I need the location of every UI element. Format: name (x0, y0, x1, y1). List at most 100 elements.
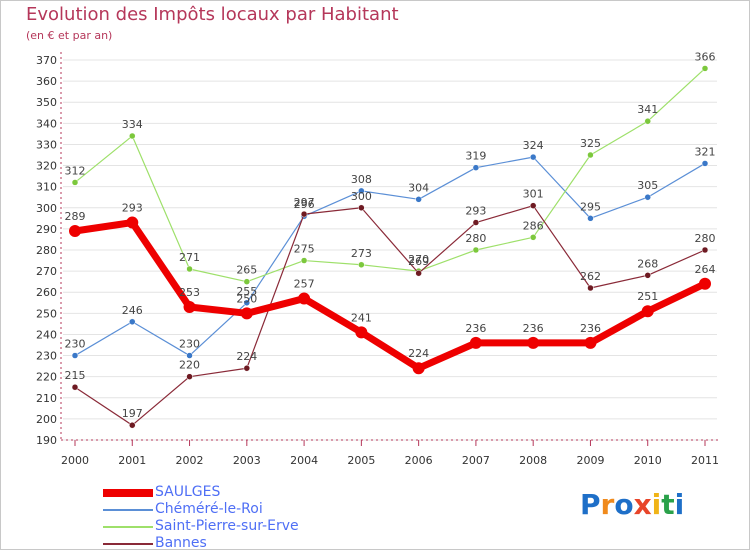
data-point (469, 336, 482, 349)
data-point (358, 187, 365, 195)
legend-label: SAULGES (155, 484, 221, 500)
logo-letter: x (633, 488, 652, 521)
data-label: 308 (351, 173, 372, 186)
data-label: 230 (65, 338, 86, 351)
y-tick-label: 340 (36, 117, 57, 130)
data-point (584, 336, 597, 349)
data-label: 268 (637, 257, 658, 270)
data-label: 264 (695, 263, 716, 276)
data-label: 236 (465, 322, 486, 335)
y-tick-label: 240 (36, 328, 57, 341)
x-tick-label: 2007 (462, 454, 490, 467)
data-label: 273 (351, 247, 372, 260)
y-tick-label: 370 (36, 54, 57, 67)
logo-letter: i (674, 488, 685, 521)
data-point (644, 117, 651, 125)
data-label: 230 (179, 338, 200, 351)
data-point (472, 164, 480, 171)
data-label: 366 (695, 50, 716, 63)
y-tick-label: 360 (36, 75, 57, 88)
legend-swatch (103, 509, 153, 511)
data-point (71, 179, 79, 186)
data-point (243, 278, 251, 285)
data-point (243, 364, 251, 372)
data-point (701, 246, 709, 254)
data-label: 319 (465, 150, 486, 163)
data-label: 215 (65, 369, 86, 382)
y-tick-label: 220 (36, 371, 57, 384)
data-label: 236 (523, 322, 544, 335)
y-tick-label: 260 (36, 286, 57, 299)
data-point (529, 202, 537, 209)
y-tick-label: 270 (36, 265, 57, 278)
series-line-SAULGES (74, 219, 707, 372)
legend-label: Saint-Pierre-sur-Erve (155, 518, 299, 534)
series-line-Chéméré-le-Roi (74, 156, 706, 357)
data-point (529, 234, 537, 241)
data-label: 257 (294, 278, 315, 291)
legend-swatch (103, 543, 153, 545)
data-point (699, 277, 711, 290)
data-point (300, 257, 308, 264)
data-label: 236 (580, 322, 601, 335)
data-label: 300 (351, 190, 372, 203)
data-point (415, 269, 422, 277)
y-tick-label: 320 (36, 160, 57, 173)
data-point (358, 261, 365, 269)
data-point (355, 326, 368, 339)
data-point (587, 215, 594, 222)
data-label: 224 (408, 347, 429, 360)
data-label: 304 (408, 181, 429, 194)
data-label: 224 (236, 350, 257, 363)
data-point (472, 246, 480, 254)
data-point (587, 151, 594, 159)
x-tick-label: 2010 (634, 454, 662, 467)
data-point (527, 336, 540, 349)
y-tick-label: 300 (36, 202, 57, 215)
data-point (186, 352, 193, 359)
data-label: 280 (695, 232, 716, 245)
logo-letter: o (614, 488, 634, 521)
data-label: 197 (122, 407, 143, 420)
y-tick-label: 250 (36, 307, 57, 320)
data-point (415, 196, 422, 203)
data-label: 312 (65, 164, 86, 177)
y-tick-label: 350 (36, 96, 57, 109)
logo-letter: i (651, 488, 662, 521)
logo-letter: t (661, 488, 675, 521)
data-point (472, 219, 480, 226)
data-point (129, 421, 136, 429)
chart-title: Evolution des Impôts locaux par Habitant (26, 4, 399, 25)
data-label: 265 (236, 264, 257, 277)
data-label: 251 (637, 290, 658, 303)
data-label: 275 (294, 243, 315, 256)
data-label: 334 (122, 118, 143, 131)
chart-subtitle: (en € et par an) (26, 29, 113, 42)
y-tick-label: 190 (36, 434, 57, 447)
x-tick-label: 2009 (576, 454, 604, 467)
legend-label: Chéméré-le-Roi (155, 501, 263, 517)
data-label: 241 (351, 311, 372, 324)
y-tick-label: 200 (36, 413, 57, 426)
data-label: 296 (294, 198, 315, 211)
data-point (641, 305, 654, 318)
data-point (300, 210, 308, 218)
data-point (529, 153, 537, 161)
series-line-Saint-Pierre-sur-Erve (74, 68, 706, 283)
series-line-Bannes (74, 205, 706, 426)
y-tick-label: 230 (36, 350, 57, 363)
data-label: 324 (523, 139, 544, 152)
data-point (126, 216, 139, 229)
data-point (298, 292, 311, 305)
data-point (412, 362, 425, 375)
y-tick-label: 330 (36, 138, 57, 151)
data-label: 301 (523, 188, 544, 201)
y-tick-label: 290 (36, 223, 57, 236)
data-label: 325 (580, 137, 601, 150)
legend-label: Bannes (155, 535, 207, 551)
data-label: 270 (408, 253, 429, 266)
data-label: 293 (122, 202, 143, 215)
legend-swatch (103, 526, 153, 528)
data-point (183, 301, 196, 313)
